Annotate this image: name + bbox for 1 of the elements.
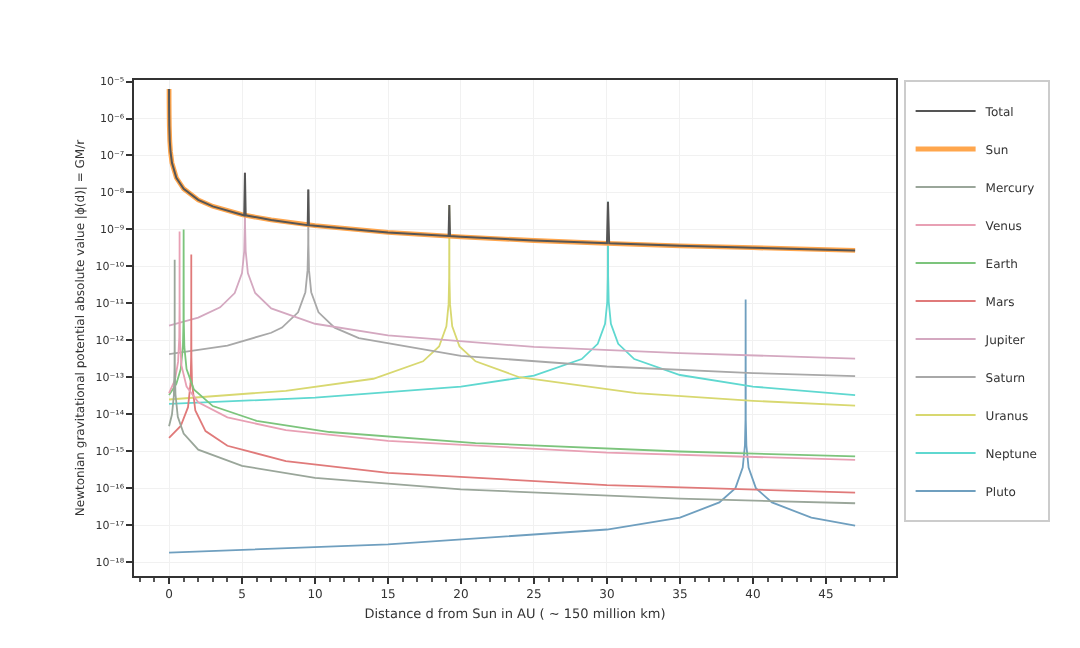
line-series bbox=[168, 298, 857, 554]
